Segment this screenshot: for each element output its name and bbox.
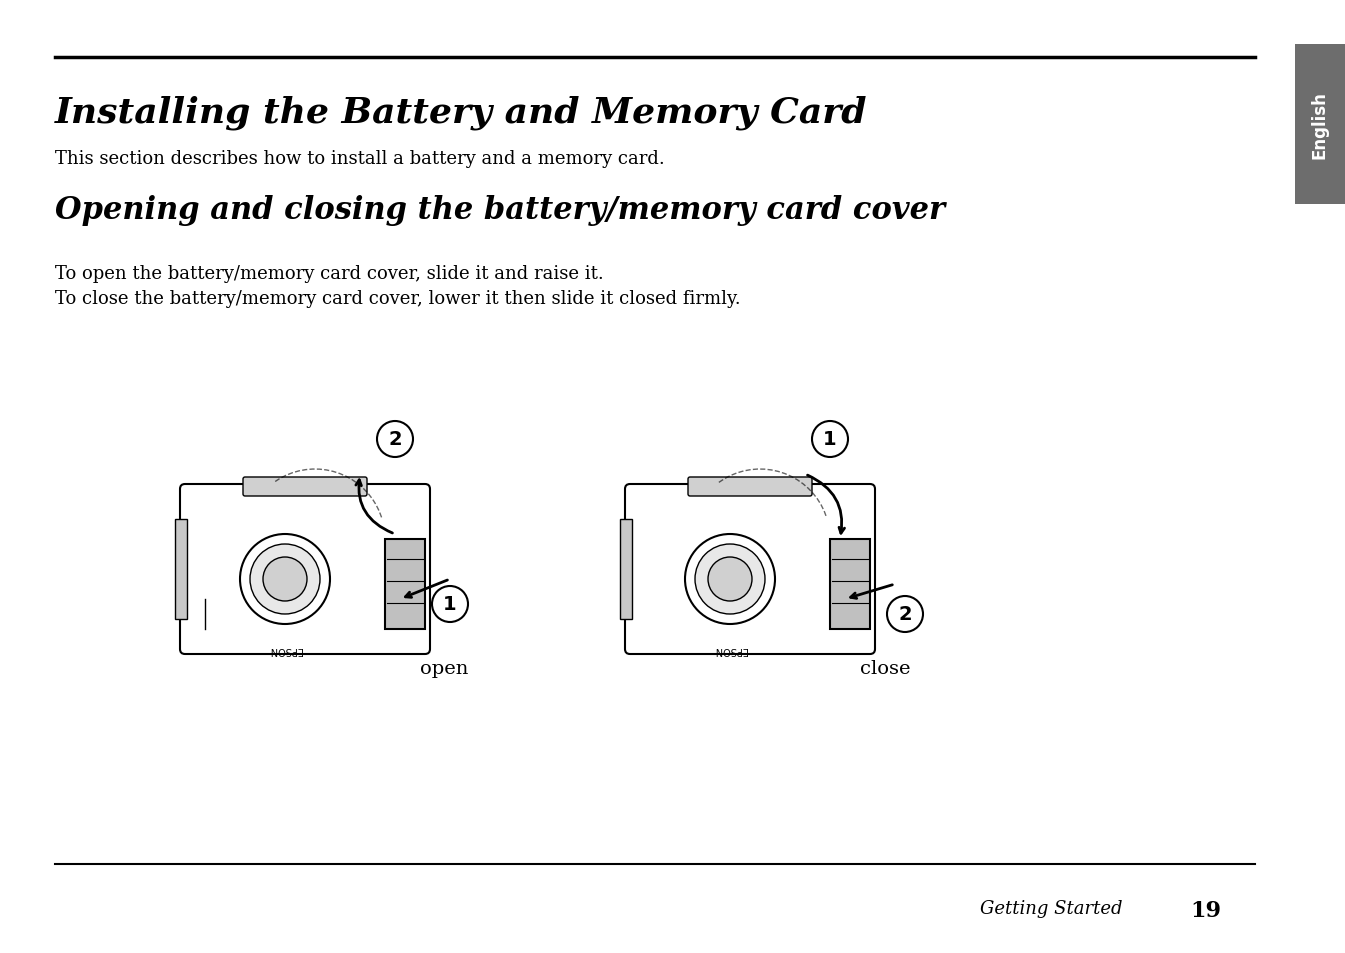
Circle shape [250, 544, 320, 615]
Bar [620, 519, 632, 619]
FancyBboxPatch shape [689, 477, 812, 497]
Text: 1: 1 [444, 595, 457, 614]
Text: To close the battery/memory card cover, lower it then slide it closed firmly.: To close the battery/memory card cover, … [55, 290, 741, 308]
Text: To open the battery/memory card cover, slide it and raise it.: To open the battery/memory card cover, s… [55, 265, 604, 283]
Text: 19: 19 [1190, 899, 1221, 921]
Text: Opening and closing the battery/memory card cover: Opening and closing the battery/memory c… [55, 194, 946, 226]
Bar [175, 519, 187, 619]
Circle shape [812, 421, 847, 457]
Polygon shape [830, 539, 870, 629]
Circle shape [377, 421, 413, 457]
Text: open: open [420, 659, 468, 678]
Text: 2: 2 [898, 605, 912, 624]
Circle shape [707, 558, 752, 601]
FancyBboxPatch shape [1295, 45, 1345, 205]
Circle shape [264, 558, 307, 601]
FancyBboxPatch shape [625, 484, 876, 655]
Circle shape [432, 586, 468, 622]
Circle shape [239, 535, 330, 624]
FancyBboxPatch shape [243, 477, 367, 497]
Text: Installing the Battery and Memory Card: Installing the Battery and Memory Card [55, 95, 868, 130]
Text: English: English [1311, 91, 1329, 159]
Text: 2: 2 [389, 430, 402, 449]
Text: close: close [859, 659, 911, 678]
Circle shape [685, 535, 775, 624]
Circle shape [886, 597, 923, 633]
FancyBboxPatch shape [180, 484, 430, 655]
Text: EPSON: EPSON [713, 644, 746, 655]
Text: 1: 1 [823, 430, 837, 449]
Circle shape [695, 544, 765, 615]
Text: EPSON: EPSON [269, 644, 301, 655]
Polygon shape [385, 539, 425, 629]
Text: This section describes how to install a battery and a memory card.: This section describes how to install a … [55, 150, 664, 168]
Text: Getting Started: Getting Started [981, 899, 1123, 917]
